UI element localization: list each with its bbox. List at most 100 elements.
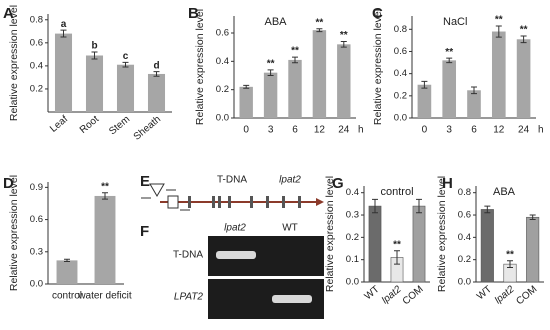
x-tick-label: 3	[268, 125, 274, 136]
error-bar	[372, 198, 378, 214]
annotation: **	[520, 25, 528, 36]
y-tick-label: 0.0	[346, 277, 359, 288]
y-axis-label: Relative expression level	[8, 175, 20, 291]
y-tick-label: 0.2	[394, 90, 407, 101]
error-bar	[292, 56, 298, 64]
x-tick-label: 12	[314, 125, 326, 136]
annotation: **	[506, 249, 514, 260]
bar	[442, 60, 457, 118]
error-bar	[64, 258, 70, 262]
arrow-head	[316, 198, 324, 206]
x-tick-label: COM	[401, 284, 426, 307]
y-tick-label: 0.2	[346, 232, 359, 243]
x-tick-label: Stem	[107, 114, 132, 137]
gene-diagram: E T-DNA lpat2	[140, 173, 324, 211]
bar	[56, 260, 78, 284]
bar	[491, 31, 506, 118]
annotation: **	[316, 17, 324, 28]
exon	[188, 196, 191, 208]
bar	[312, 30, 327, 119]
y-axis-label: Relative expression level	[324, 176, 336, 292]
bar	[116, 64, 135, 112]
bar	[54, 33, 73, 112]
y-axis-label: Relative expression level	[372, 9, 384, 125]
annotation: **	[101, 181, 109, 192]
y-tick-label: 0.0	[216, 113, 229, 124]
y-tick-label: 0.2	[30, 83, 43, 94]
exon	[218, 196, 221, 208]
error-bar	[243, 84, 250, 89]
x-tick-label: 12	[493, 125, 505, 136]
x-unit: h	[358, 125, 364, 136]
chart-title: NaCl	[443, 16, 467, 28]
error-bar	[102, 192, 108, 200]
error-bar	[267, 69, 274, 76]
panel-letter: B	[188, 5, 199, 22]
exon	[266, 196, 269, 208]
exon	[298, 196, 301, 208]
lane-label: lpat2	[224, 223, 246, 234]
x-tick-label: WT	[363, 284, 382, 302]
y-tick-label: 0.3	[30, 246, 43, 257]
error-bar	[520, 35, 527, 44]
x-tick-label: Root	[78, 114, 101, 136]
y-tick-label: 0.4	[394, 68, 407, 79]
chart-title: ABA	[265, 16, 288, 28]
y-tick-label: 0.4	[346, 187, 359, 198]
error-bar	[122, 61, 129, 68]
x-tick-label: water deficit	[77, 291, 132, 302]
x-tick-label: 6	[471, 125, 477, 136]
error-bar	[507, 260, 513, 268]
exon	[167, 195, 179, 209]
bar	[412, 205, 426, 283]
annotation: b	[91, 41, 97, 52]
gel-band	[272, 295, 312, 303]
y-tick-label: 0.8	[394, 24, 407, 35]
exon	[228, 196, 231, 208]
y-tick-label: 0.0	[458, 277, 471, 288]
error-bar	[153, 71, 160, 77]
bar	[480, 209, 494, 283]
error-bar	[446, 57, 453, 64]
y-tick-label: 0.6	[216, 28, 229, 39]
bar	[368, 205, 382, 283]
bar	[467, 90, 481, 118]
y-axis-label: Relative expression level	[194, 9, 206, 125]
bar	[263, 72, 278, 118]
error-bar	[60, 29, 67, 38]
gel-band	[216, 251, 256, 259]
y-tick-label: 0.8	[458, 187, 471, 198]
error-bar	[416, 198, 422, 214]
lane-label: WT	[282, 223, 298, 234]
error-bar	[529, 214, 536, 220]
panel-letter: D	[3, 175, 14, 192]
y-tick-label: 0.1	[346, 254, 359, 265]
gel: F lpat2 WT T-DNA LPAT2	[140, 223, 324, 319]
y-tick-label: 0.2	[216, 84, 229, 95]
bar	[94, 195, 116, 284]
bar	[239, 86, 253, 118]
panel-letter: E	[140, 173, 150, 190]
annotation: **	[495, 15, 503, 26]
panel-letter: C	[372, 5, 383, 22]
x-tick-label: control	[52, 291, 82, 302]
annotation: a	[61, 19, 67, 30]
x-tick-label: COM	[514, 284, 539, 307]
exon	[250, 196, 253, 208]
bar	[288, 59, 302, 118]
x-tick-label: 24	[518, 125, 530, 136]
annotation: **	[393, 239, 401, 250]
exon	[282, 196, 285, 208]
annotation: **	[445, 47, 453, 58]
y-tick-label: 0.0	[30, 279, 43, 290]
error-bar	[471, 86, 477, 95]
diagram-label: lpat2	[279, 175, 301, 186]
x-tick-label: WT	[475, 284, 494, 302]
bar	[516, 39, 531, 118]
error-bar	[495, 25, 502, 38]
panel-letter: G	[332, 175, 344, 192]
annotation: **	[291, 46, 299, 57]
chart-title: ABA	[493, 186, 516, 198]
annotation: **	[340, 30, 348, 41]
